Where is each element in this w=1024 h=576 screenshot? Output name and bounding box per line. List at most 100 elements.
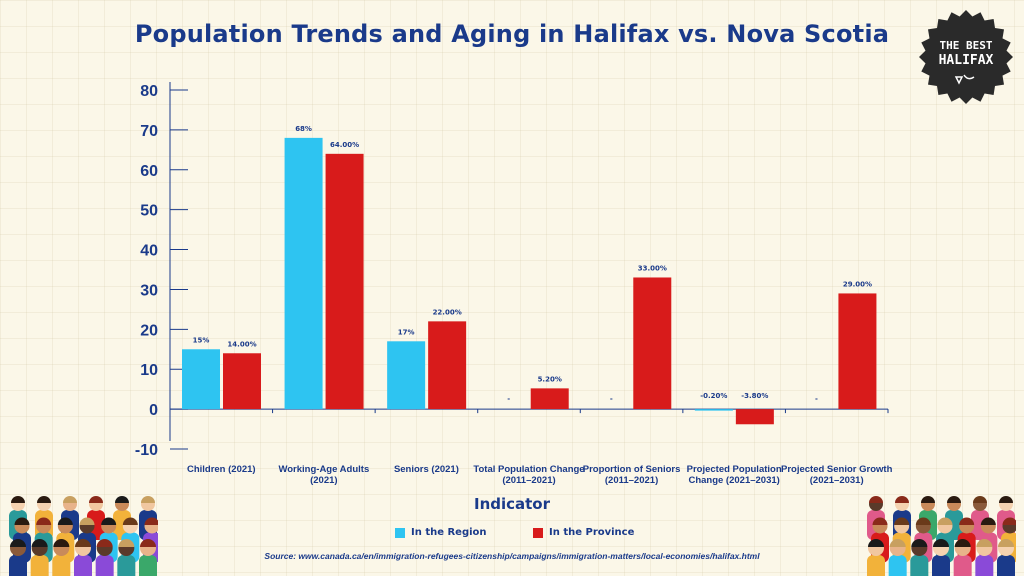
y-tick-label: -10 [135,442,158,459]
crowd-person-hair [937,517,953,525]
crowd-person-hair [14,517,30,525]
legend-label-province: In the Province [549,527,635,538]
data-label: 14.00% [227,340,256,348]
x-tick-label: Working-Age Adults (2021) [278,464,370,486]
bar-region [387,341,426,410]
crowd-person-hair [101,517,117,525]
y-tick-label: 60 [140,163,158,180]
data-label: - [610,395,613,403]
crowd-person-hair [53,539,70,547]
data-label: - [507,395,510,403]
crowd-person-hair [959,517,975,525]
crowd-person-hair [140,539,156,547]
crowd-person-hair [31,539,48,547]
data-label: 22.00% [433,308,462,316]
legend-label-region: In the Region [411,527,487,538]
crowd-person-body [113,510,131,540]
crowd-person-body [945,510,963,540]
badge-line-2: HALIFAX [938,53,994,68]
crowd-person-hair [921,496,935,503]
crowd-person-hair [894,517,910,525]
data-label: - [815,395,818,403]
data-label: 33.00% [638,264,667,272]
crowd-person-hair [63,496,77,503]
crowd-person-body [117,555,136,576]
crowd-person-hair [999,496,1013,503]
y-tick-label: 70 [140,123,158,140]
crowd-person-hair [976,539,993,547]
crowd-person-hair [36,517,52,525]
crowd-person-hair [980,517,996,525]
crowd-person-body [971,510,989,540]
badge-seal-icon [919,10,1013,104]
crowd-illustration-right [867,496,1016,576]
crowd-person-body [932,555,950,576]
crowd-person-body [997,555,1015,576]
crowd-person-body [74,555,92,576]
crowd-person-hair [933,539,949,547]
x-tick-label: Proportion of Seniors (2011–2021) [582,464,681,486]
data-label: -0.20% [700,392,727,400]
bar-province [838,293,877,410]
source-note: Source: www.canada.ca/en/immigration-ref… [264,551,760,561]
crowd-person-hair [89,496,103,503]
the-best-halifax-logo: THE BEST HALIFAX [918,9,1014,105]
crowd-person-hair [122,517,138,525]
data-label: -3.80% [741,392,768,400]
crowd-person-body [95,555,114,576]
x-tick-label: Projected Population Change (2021–2031) [686,464,782,486]
y-tick-label: 30 [140,282,158,299]
crowd-person-body [52,555,71,576]
data-label: 5.20% [538,375,562,383]
crowd-person-hair [1002,517,1016,525]
crowd-illustration-left [9,496,158,576]
x-tick-label: Projected Senior Growth (2021–2031) [781,464,893,486]
crowd-person-body [975,555,994,576]
legend-item-province: In the Province [533,527,634,538]
x-tick-label: Total Population Change (2011–2021) [473,464,585,486]
crowd-person-body [139,555,157,576]
crowd-person-body [910,555,929,576]
data-label: 64.00% [330,141,359,149]
crowd-person-hair [954,539,971,547]
crowd-person-hair [115,496,129,503]
crowd-person-hair [915,517,931,525]
crowd-person-body [888,555,907,576]
legend-swatch-region [395,527,405,538]
y-tick-label: 0 [149,402,158,419]
crowd-person-body [30,555,49,576]
crowd-person-hair [57,517,73,525]
chart-title: Population Trends and Aging in Halifax v… [134,20,890,48]
crowd-person-hair [895,496,909,503]
crowd-person-body [87,510,105,540]
crowd-person-hair [869,496,883,503]
legend-item-region: In the Region [395,527,487,538]
bar-province [530,388,569,410]
bar-province [428,321,467,410]
crowd-person-hair [911,539,928,547]
bar-province [325,153,364,410]
crowd-person-body [9,555,27,576]
x-axis-title: Indicator [473,495,551,513]
data-label: 17% [398,328,415,336]
bar-province [633,277,672,410]
y-tick-label: 80 [140,83,158,100]
x-tick-label: Children (2021) [186,464,256,475]
badge-line-1: THE BEST [939,39,993,52]
y-tick-label: 40 [140,243,158,260]
data-label: 15% [193,336,210,344]
crowd-person-hair [868,539,884,547]
crowd-person-body [953,555,972,576]
crowd-person-hair [79,517,95,525]
y-tick-label: 20 [140,322,158,339]
crowd-person-hair [141,496,155,503]
crowd-person-hair [10,539,26,547]
bar-region [284,137,323,410]
y-tick-label: 10 [140,362,158,379]
crowd-person-hair [96,539,113,547]
crowd-person-hair [37,496,51,503]
x-tick-label: Seniors (2021) [393,464,459,475]
crowd-person-hair [75,539,91,547]
bar-region [182,349,220,410]
